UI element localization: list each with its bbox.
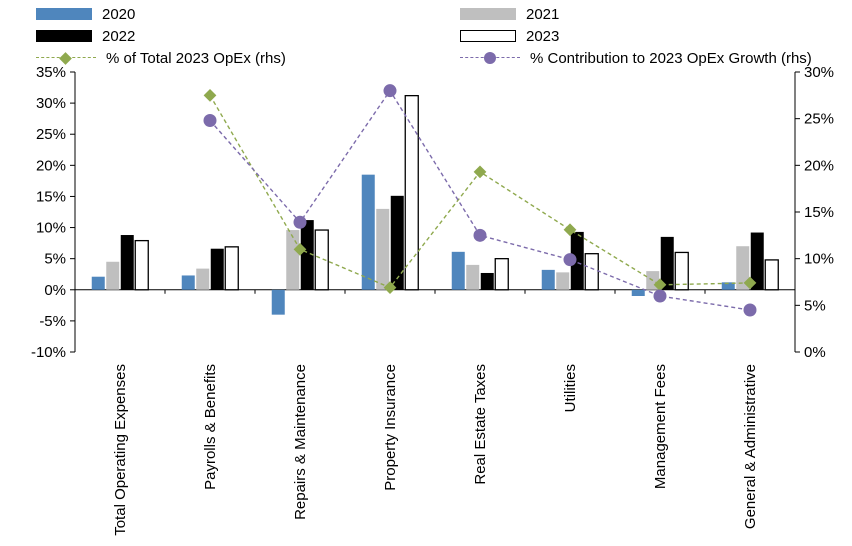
bar-2023 [314,229,329,291]
bar-2021 [556,272,570,290]
left-axis-tick-label: 15% [36,188,66,205]
bar-2023 [764,259,779,291]
category-label: Management Fees [652,364,669,489]
right-axis-tick-label: 30% [804,64,834,81]
legend-item-pct-total-opex: % of Total 2023 OpEx (rhs) [36,50,460,67]
right-axis-tick-label: 20% [804,157,834,174]
bar-2021 [736,246,750,290]
left-axis-tick-label: 5% [44,251,66,268]
category-label: General & Administrative [742,364,759,529]
bar-2023 [224,246,239,291]
circle-marker [563,253,577,267]
bar-2020 [361,174,375,290]
circle-marker [653,289,667,303]
legend-label-pct-total-opex: % of Total 2023 OpEx (rhs) [106,49,286,67]
left-axis-tick-label: 20% [36,157,66,174]
bar-2020 [91,276,105,290]
legend-row-1: 2020 2021 [36,3,848,25]
circle-marker [203,114,217,128]
bar-2022 [300,220,314,290]
bar-2021 [376,208,390,290]
legend-row-3: % of Total 2023 OpEx (rhs) % Contributio… [36,47,848,69]
category-label: Real Estate Taxes [472,364,489,485]
bar-2023 [494,258,509,291]
bar-2020 [631,289,645,296]
left-axis-tick-label: 30% [36,95,66,112]
bar-2023 [674,251,689,291]
legend-swatch-2020 [36,8,92,20]
bar-2022 [750,232,764,290]
legend-item-2020: 2020 [36,6,460,23]
diamond-marker [293,242,307,256]
category-label: Utilities [562,364,579,412]
bar-2021 [106,261,120,290]
bar-2020 [181,275,195,290]
bar-2020 [541,269,555,290]
legend-item-pct-contribution-growth: % Contribution to 2023 OpEx Growth (rhs) [460,50,812,67]
right-axis-tick-label: 0% [804,344,826,361]
bar-2021 [286,230,300,290]
circle-marker [473,228,487,242]
legend-label-2021: 2021 [526,5,560,23]
bar-2022 [570,231,584,290]
bar-2023 [584,253,599,291]
right-axis-tick-label: 5% [804,297,826,314]
circle-marker [743,303,757,317]
legend-item-2023: 2023 [460,28,559,45]
circle-marker [383,84,397,98]
bar-2023 [404,94,419,291]
diamond-marker [473,165,487,179]
legend-line-sample-purple-circle-icon [460,51,520,65]
diamond-marker-icon [59,51,72,65]
legend-row-2: 2022 2023 [36,25,848,47]
legend-swatch-2023 [460,30,516,42]
circle-marker [293,215,307,229]
legend-label-2020: 2020 [102,5,136,23]
legend-item-2021: 2021 [460,6,559,23]
bar-2022 [120,235,134,290]
legend-item-2022: 2022 [36,28,460,45]
bar-2022 [390,195,404,290]
category-label: Property Insurance [382,364,399,491]
legend-swatch-2021 [460,8,516,20]
legend-label-pct-contribution-growth: % Contribution to 2023 OpEx Growth (rhs) [530,49,812,67]
bar-2020 [451,251,465,290]
category-label: Total Operating Expenses [112,364,129,536]
circle-marker-icon [484,52,496,64]
right-axis-tick-label: 25% [804,111,834,128]
bar-2020 [271,289,285,315]
legend-line-sample-green-diamond-icon [36,51,96,65]
legend-label-2022: 2022 [102,27,136,45]
right-axis-tick-label: 15% [804,204,834,221]
bar-2021 [466,264,480,290]
right-axis-tick-label: 10% [804,251,834,268]
left-axis-tick-label: 25% [36,126,66,143]
bar-2020 [721,282,735,290]
bar-2023 [134,239,149,291]
category-label: Repairs & Maintenance [292,364,309,520]
chart-legend: 2020 2021 2022 2023 % of Total 2023 OpEx… [36,3,848,69]
legend-swatch-2022 [36,30,92,42]
diamond-marker [383,281,397,294]
left-axis-tick-label: -5% [39,313,66,330]
left-axis-tick-label: -10% [31,344,66,361]
left-axis-tick-label: 10% [36,220,66,237]
legend-label-2023: 2023 [526,27,560,45]
diamond-marker [203,88,217,102]
left-axis-tick-label: 35% [36,64,66,81]
category-label: Payrolls & Benefits [202,364,219,490]
bar-2022 [660,236,674,290]
bar-2022 [210,248,224,290]
bar-2021 [196,268,210,290]
left-axis-tick-label: 0% [44,282,66,299]
bar-2022 [480,272,494,290]
